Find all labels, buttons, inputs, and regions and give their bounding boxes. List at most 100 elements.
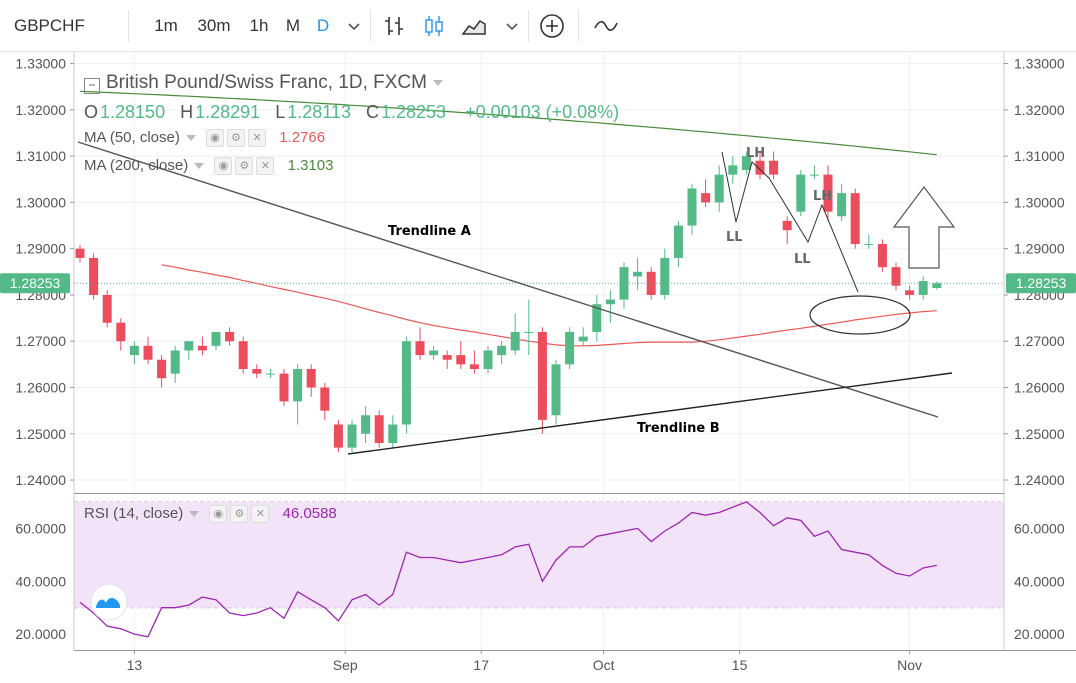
trendline-a[interactable] [77, 141, 939, 418]
candle-body [864, 244, 874, 246]
up-arrow-icon[interactable] [892, 186, 956, 269]
candle-body [388, 424, 398, 444]
candles [75, 151, 942, 453]
interval-1h[interactable]: 1h [249, 16, 269, 35]
chart-canvas[interactable]: 1.240001.250001.260001.270001.280001.290… [0, 52, 1076, 683]
y-tick-label: 1.26000 [15, 379, 66, 395]
y-tick-label: 1.26000 [1014, 379, 1065, 395]
y-tick-label: 1.27000 [1014, 333, 1065, 349]
interval-day[interactable]: D [316, 16, 330, 35]
candle-body [755, 160, 765, 175]
candle-body [837, 193, 847, 217]
last-price-tag-right: 1.28253 [1006, 273, 1076, 294]
rsi-band [74, 501, 1004, 608]
y-tick-label: 1.32000 [15, 102, 66, 118]
rsi-axis-left: 20.0000 40.0000 60.0000 [15, 520, 66, 642]
candle-body [361, 415, 371, 434]
chevron-down-icon[interactable] [185, 135, 196, 142]
candle-body [741, 156, 751, 171]
svg-text:1.28253: 1.28253 [1016, 275, 1067, 291]
toolbar-divider [128, 10, 129, 42]
candle-body [633, 271, 643, 277]
trendline-a-label: Trendline A [388, 224, 471, 239]
area-chart-icon[interactable] [460, 12, 488, 40]
rsi-label: RSI (14, close) [84, 505, 184, 522]
candle-body [891, 267, 901, 286]
candle-body [415, 341, 425, 356]
rsi-series [79, 501, 937, 638]
chevron-down-icon[interactable] [432, 79, 443, 86]
drawings[interactable]: Trendline A Trendline B LH LH LL LL [77, 141, 956, 455]
ma50-legend[interactable]: MA (50, close) ◉ ⚙ ✕ 1.2766 [84, 129, 327, 148]
close-icon[interactable]: ✕ [256, 157, 275, 176]
eye-icon[interactable]: ◉ [206, 129, 225, 148]
candle-body [157, 359, 167, 379]
close-key: C [365, 102, 379, 122]
eye-icon[interactable]: ◉ [214, 157, 233, 176]
lower-highs-zigzag[interactable] [721, 151, 859, 293]
candle-body [279, 373, 289, 402]
rsi-legend[interactable]: RSI (14, close) ◉ ⚙ ✕ 46.0588 [84, 505, 339, 524]
interval-month[interactable]: M [285, 16, 301, 35]
tradingview-logo[interactable] [90, 583, 128, 621]
candle-body [442, 355, 452, 360]
collapse-icon[interactable]: − [84, 78, 100, 94]
candle-body [89, 257, 99, 295]
candle-body [116, 322, 126, 342]
gear-icon[interactable]: ⚙ [230, 505, 249, 524]
add-compare-icon[interactable] [538, 12, 566, 40]
rsi-axis-right[interactable]: 20.0000 40.0000 60.0000 [1014, 520, 1065, 642]
bar-chart-icon[interactable] [380, 12, 408, 40]
candle-body [252, 368, 262, 374]
candle-body [714, 174, 724, 203]
chevron-down-icon[interactable] [189, 511, 200, 518]
candle-body [75, 248, 85, 258]
chart-title-row: − British Pound/Swiss Franc, 1D, FXCM [84, 72, 445, 94]
y-tick-label: 1.32000 [1014, 102, 1065, 118]
ma200-legend[interactable]: MA (200, close) ◉ ⚙ ✕ 1.3103 [84, 157, 335, 176]
interval-30m[interactable]: 30m [197, 16, 231, 35]
ma50-series [161, 264, 937, 347]
high-value: 1.28291 [195, 102, 261, 122]
chevron-down-icon[interactable] [498, 12, 526, 40]
toolbar: GBPCHF 1m 30m 1h M D [0, 0, 1076, 52]
candle-body [524, 331, 534, 333]
open-key: O [84, 102, 99, 122]
candle-body [469, 364, 479, 369]
candle-body [197, 345, 207, 351]
candle-body [537, 331, 547, 420]
trendline-b[interactable] [347, 372, 953, 455]
support-circle[interactable] [809, 295, 911, 335]
candle-body [225, 331, 235, 342]
open-value: 1.28150 [100, 102, 166, 122]
gear-icon[interactable]: ⚙ [235, 157, 254, 176]
chevron-down-icon[interactable] [194, 163, 205, 170]
interval-1m[interactable]: 1m [154, 16, 178, 35]
symbol-search[interactable]: GBPCHF [14, 16, 85, 35]
ohlc-row: O 1.28150 H 1.28291 L 1.28113 C 1.28253 +0.0… [84, 102, 621, 123]
indicators-icon[interactable] [592, 12, 620, 40]
eye-icon[interactable]: ◉ [209, 505, 228, 524]
chevron-down-icon[interactable] [340, 12, 368, 40]
high-key: H [180, 102, 194, 122]
candle-body [932, 283, 942, 289]
close-icon[interactable]: ✕ [248, 129, 267, 148]
candle-body [238, 341, 248, 369]
lh-label-2: LH [813, 189, 832, 204]
rsi-tick-label: 40.0000 [15, 573, 66, 589]
y-tick-label: 1.25000 [15, 426, 66, 442]
x-tick-label: Nov [897, 657, 922, 673]
gear-icon[interactable]: ⚙ [227, 129, 246, 148]
x-axis[interactable]: 13 Sep 17 Oct 15 Nov [127, 650, 922, 673]
candle-body [429, 350, 439, 356]
x-tick-label: 15 [732, 657, 748, 673]
y-tick-label: 1.33000 [1014, 56, 1065, 72]
candle-body [102, 294, 112, 323]
candle-body [646, 271, 656, 295]
candle-body [673, 225, 683, 258]
y-axis-right[interactable]: 1.240001.250001.260001.270001.280001.290… [1004, 56, 1065, 488]
candlestick-icon[interactable] [420, 12, 448, 40]
x-tick-label: Sep [333, 657, 358, 673]
y-tick-label: 1.24000 [1014, 472, 1065, 488]
close-icon[interactable]: ✕ [251, 505, 270, 524]
